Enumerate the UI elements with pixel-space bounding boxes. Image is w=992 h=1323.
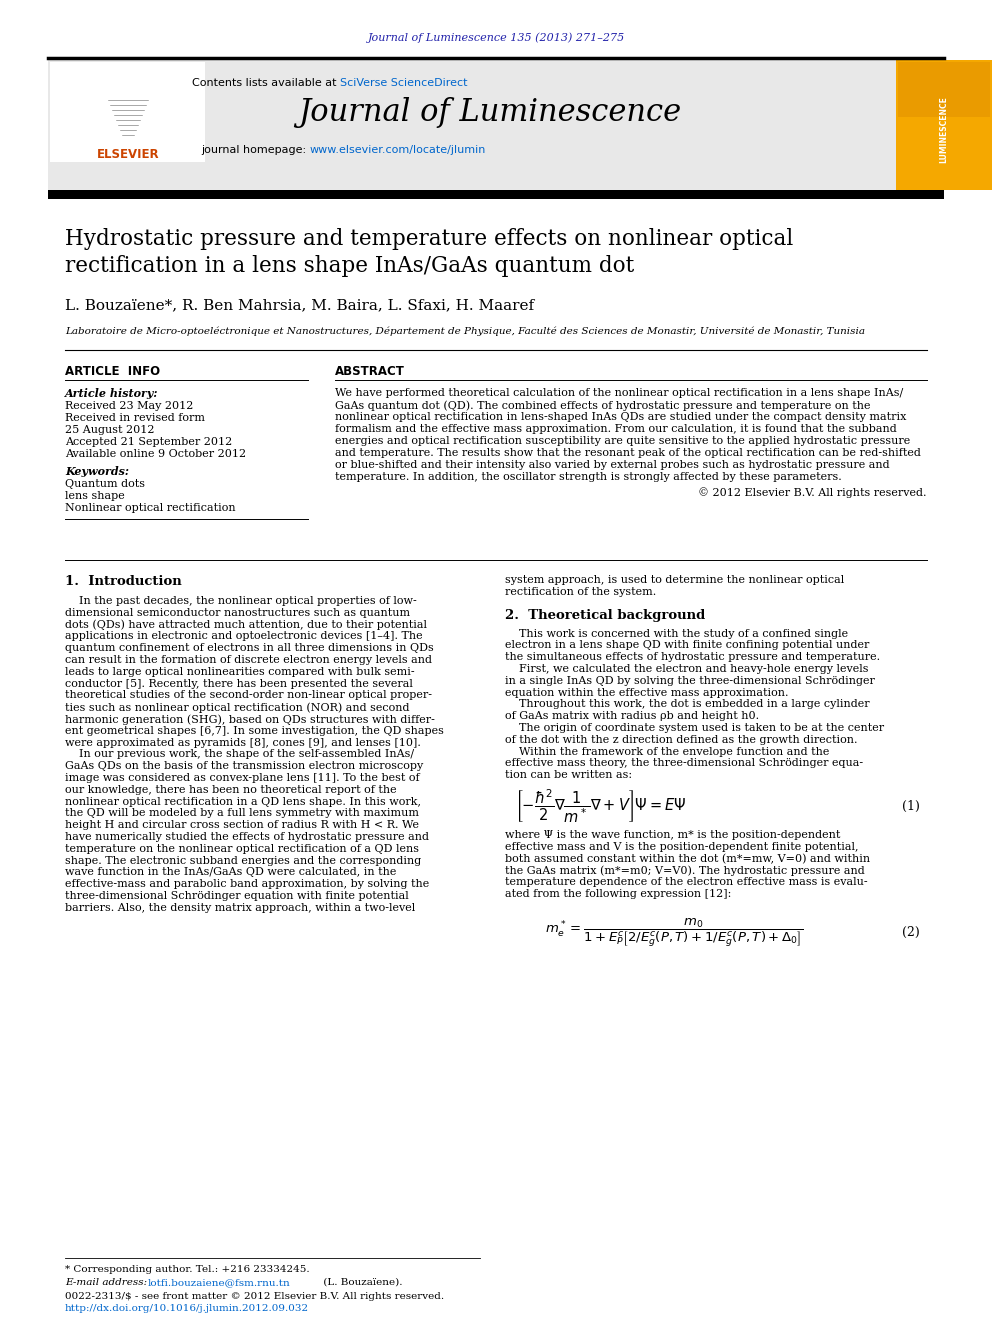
Text: rectification in a lens shape InAs/GaAs quantum dot: rectification in a lens shape InAs/GaAs …	[65, 255, 634, 277]
Text: © 2012 Elsevier B.V. All rights reserved.: © 2012 Elsevier B.V. All rights reserved…	[698, 487, 927, 497]
Text: formalism and the effective mass approximation. From our calculation, it is foun: formalism and the effective mass approxi…	[335, 423, 897, 434]
Text: Journal of Luminescence 135 (2013) 271–275: Journal of Luminescence 135 (2013) 271–2…	[367, 33, 625, 44]
Text: The origin of coordinate system used is taken to be at the center: The origin of coordinate system used is …	[505, 722, 884, 733]
Text: temperature. In addition, the oscillator strength is strongly affected by these : temperature. In addition, the oscillator…	[335, 472, 842, 482]
Text: equation within the effective mass approximation.: equation within the effective mass appro…	[505, 688, 789, 697]
Bar	[50, 62, 205, 161]
Text: the QD will be modeled by a full lens symmetry with maximum: the QD will be modeled by a full lens sy…	[65, 808, 419, 819]
Text: Received 23 May 2012: Received 23 May 2012	[65, 401, 193, 411]
Text: E-mail address:: E-mail address:	[65, 1278, 151, 1287]
Text: LUMINESCENCE: LUMINESCENCE	[939, 97, 948, 164]
Text: height H and circular cross section of radius R with H < R. We: height H and circular cross section of r…	[65, 820, 419, 831]
Text: electron in a lens shape QD with finite confining potential under: electron in a lens shape QD with finite …	[505, 640, 869, 651]
Text: (L. Bouzaïene).: (L. Bouzaïene).	[320, 1278, 403, 1287]
Text: (1): (1)	[902, 799, 920, 812]
Text: ties such as nonlinear optical rectification (NOR) and second: ties such as nonlinear optical rectifica…	[65, 703, 410, 713]
Text: temperature dependence of the electron effective mass is evalu-: temperature dependence of the electron e…	[505, 877, 868, 888]
Text: Journal of Luminescence: Journal of Luminescence	[299, 97, 682, 127]
Text: journal homepage:: journal homepage:	[201, 146, 310, 155]
Text: Within the framework of the envelope function and the: Within the framework of the envelope fun…	[505, 746, 829, 757]
Text: image was considered as convex-plane lens [11]. To the best of: image was considered as convex-plane len…	[65, 773, 420, 783]
Text: * Corresponding author. Tel.: +216 23334245.: * Corresponding author. Tel.: +216 23334…	[65, 1265, 310, 1274]
Text: effective-mass and parabolic band approximation, by solving the: effective-mass and parabolic band approx…	[65, 880, 430, 889]
Text: In our previous work, the shape of the self-assembled InAs/: In our previous work, the shape of the s…	[65, 749, 414, 759]
Text: Contents lists available at: Contents lists available at	[192, 78, 340, 89]
Bar	[48, 60, 896, 191]
Text: the simultaneous effects of hydrostatic pressure and temperature.: the simultaneous effects of hydrostatic …	[505, 652, 880, 663]
Text: in a single InAs QD by solving the three-dimensional Schrödinger: in a single InAs QD by solving the three…	[505, 676, 875, 685]
Text: dimensional semiconductor nanostructures such as quantum: dimensional semiconductor nanostructures…	[65, 607, 410, 618]
Text: We have performed theoretical calculation of the nonlinear optical rectification: We have performed theoretical calculatio…	[335, 388, 904, 398]
Text: three-dimensional Schrödinger equation with finite potential: three-dimensional Schrödinger equation w…	[65, 890, 409, 901]
Text: ABSTRACT: ABSTRACT	[335, 365, 405, 378]
Text: 0022-2313/$ - see front matter © 2012 Elsevier B.V. All rights reserved.: 0022-2313/$ - see front matter © 2012 El…	[65, 1293, 444, 1301]
Text: rectification of the system.: rectification of the system.	[505, 587, 657, 597]
Text: temperature on the nonlinear optical rectification of a QD lens: temperature on the nonlinear optical rec…	[65, 844, 419, 853]
Text: ent geometrical shapes [6,7]. In some investigation, the QD shapes: ent geometrical shapes [6,7]. In some in…	[65, 726, 443, 736]
Bar	[48, 191, 944, 198]
Text: of the dot with the z direction defined as the growth direction.: of the dot with the z direction defined …	[505, 734, 857, 745]
Text: harmonic generation (SHG), based on QDs structures with differ-: harmonic generation (SHG), based on QDs …	[65, 714, 434, 725]
Text: theoretical studies of the second-order non-linear optical proper-: theoretical studies of the second-order …	[65, 691, 432, 700]
Bar	[896, 60, 992, 191]
Text: wave function in the InAs/GaAs QD were calculated, in the: wave function in the InAs/GaAs QD were c…	[65, 868, 397, 877]
Text: lens shape: lens shape	[65, 491, 125, 501]
Text: dots (QDs) have attracted much attention, due to their potential: dots (QDs) have attracted much attention…	[65, 619, 427, 630]
Text: SciVerse ScienceDirect: SciVerse ScienceDirect	[340, 78, 467, 89]
Text: and temperature. The results show that the resonant peak of the optical rectific: and temperature. The results show that t…	[335, 448, 921, 458]
Text: can result in the formation of discrete electron energy levels and: can result in the formation of discrete …	[65, 655, 432, 665]
Text: effective mass and V is the position-dependent finite potential,: effective mass and V is the position-dep…	[505, 841, 858, 852]
Text: L. Bouzaïene*, R. Ben Mahrsia, M. Baira, L. Sfaxi, H. Maaref: L. Bouzaïene*, R. Ben Mahrsia, M. Baira,…	[65, 298, 534, 312]
Text: leads to large optical nonlinearities compared with bulk semi-: leads to large optical nonlinearities co…	[65, 667, 415, 677]
Text: $\left[-\dfrac{\hbar^2}{2}\nabla\dfrac{1}{m^*}\nabla+V\right]\Psi=E\Psi$: $\left[-\dfrac{\hbar^2}{2}\nabla\dfrac{1…	[515, 787, 686, 826]
Text: nonlinear optical rectification in lens-shaped InAs QDs are studied under the co: nonlinear optical rectification in lens-…	[335, 411, 907, 422]
Text: GaAs QDs on the basis of the transmission electron microscopy: GaAs QDs on the basis of the transmissio…	[65, 761, 424, 771]
Text: (2): (2)	[903, 926, 920, 939]
Text: our knowledge, there has been no theoretical report of the: our knowledge, there has been no theoret…	[65, 785, 397, 795]
Text: the GaAs matrix (m*=m0; V=V0). The hydrostatic pressure and: the GaAs matrix (m*=m0; V=V0). The hydro…	[505, 865, 865, 876]
Text: Accepted 21 September 2012: Accepted 21 September 2012	[65, 437, 232, 447]
Text: 25 August 2012: 25 August 2012	[65, 425, 155, 435]
Text: First, we calculated the electron and heavy-hole energy levels: First, we calculated the electron and he…	[505, 664, 869, 673]
Text: Nonlinear optical rectification: Nonlinear optical rectification	[65, 503, 236, 513]
Text: system approach, is used to determine the nonlinear optical: system approach, is used to determine th…	[505, 576, 844, 585]
Text: were approximated as pyramids [8], cones [9], and lenses [10].: were approximated as pyramids [8], cones…	[65, 738, 421, 747]
Text: tion can be written as:: tion can be written as:	[505, 770, 632, 781]
Text: www.elsevier.com/locate/jlumin: www.elsevier.com/locate/jlumin	[310, 146, 486, 155]
Text: Article history:: Article history:	[65, 388, 159, 400]
Text: Hydrostatic pressure and temperature effects on nonlinear optical: Hydrostatic pressure and temperature eff…	[65, 228, 794, 250]
Text: effective mass theory, the three-dimensional Schrödinger equa-: effective mass theory, the three-dimensi…	[505, 758, 863, 769]
Text: Keywords:: Keywords:	[65, 466, 129, 478]
Text: have numerically studied the effects of hydrostatic pressure and: have numerically studied the effects of …	[65, 832, 429, 841]
Text: 2.  Theoretical background: 2. Theoretical background	[505, 609, 705, 622]
Text: lotfi.bouzaiene@fsm.rnu.tn: lotfi.bouzaiene@fsm.rnu.tn	[148, 1278, 291, 1287]
Text: quantum confinement of electrons in all three dimensions in QDs: quantum confinement of electrons in all …	[65, 643, 434, 654]
Text: conductor [5]. Recently, there has been presented the several: conductor [5]. Recently, there has been …	[65, 679, 413, 688]
Text: Laboratoire de Micro-optoeléctronique et Nanostructures, Département de Physique: Laboratoire de Micro-optoeléctronique et…	[65, 325, 865, 336]
Text: applications in electronic and optoelectronic devices [1–4]. The: applications in electronic and optoelect…	[65, 631, 423, 642]
Text: ated from the following expression [12]:: ated from the following expression [12]:	[505, 889, 731, 900]
Text: or blue-shifted and their intensity also varied by external probes such as hydro: or blue-shifted and their intensity also…	[335, 460, 890, 470]
Text: $m_e^*=\dfrac{m_0}{1+E_P^c\left[2/E_g^c(P,T)+1/E_g^c(P,T)+\Delta_0\right]}$: $m_e^*=\dfrac{m_0}{1+E_P^c\left[2/E_g^c(…	[545, 917, 804, 949]
Text: energies and optical rectification susceptibility are quite sensitive to the app: energies and optical rectification susce…	[335, 437, 911, 446]
Text: Available online 9 October 2012: Available online 9 October 2012	[65, 448, 246, 459]
Text: barriers. Also, the density matrix approach, within a two-level: barriers. Also, the density matrix appro…	[65, 902, 416, 913]
Text: shape. The electronic subband energies and the corresponding: shape. The electronic subband energies a…	[65, 856, 422, 865]
Text: ELSEVIER: ELSEVIER	[96, 148, 160, 161]
Text: of GaAs matrix with radius ρb and height h0.: of GaAs matrix with radius ρb and height…	[505, 712, 759, 721]
Text: both assumed constant within the dot (m*=mw, V=0) and within: both assumed constant within the dot (m*…	[505, 853, 870, 864]
Text: This work is concerned with the study of a confined single: This work is concerned with the study of…	[505, 628, 848, 639]
Text: Quantum dots: Quantum dots	[65, 479, 145, 490]
Text: 1.  Introduction: 1. Introduction	[65, 576, 182, 587]
Text: http://dx.doi.org/10.1016/j.jlumin.2012.09.032: http://dx.doi.org/10.1016/j.jlumin.2012.…	[65, 1304, 310, 1312]
Text: Received in revised form: Received in revised form	[65, 413, 205, 423]
Text: nonlinear optical rectification in a QD lens shape. In this work,: nonlinear optical rectification in a QD …	[65, 796, 421, 807]
Text: In the past decades, the nonlinear optical properties of low-: In the past decades, the nonlinear optic…	[65, 595, 417, 606]
Bar	[898, 62, 990, 116]
Text: where Ψ is the wave function, m* is the position-dependent: where Ψ is the wave function, m* is the …	[505, 830, 840, 840]
Text: ARTICLE  INFO: ARTICLE INFO	[65, 365, 160, 378]
Text: Throughout this work, the dot is embedded in a large cylinder: Throughout this work, the dot is embedde…	[505, 700, 870, 709]
Text: GaAs quantum dot (QD). The combined effects of hydrostatic pressure and temperat: GaAs quantum dot (QD). The combined effe…	[335, 400, 871, 410]
